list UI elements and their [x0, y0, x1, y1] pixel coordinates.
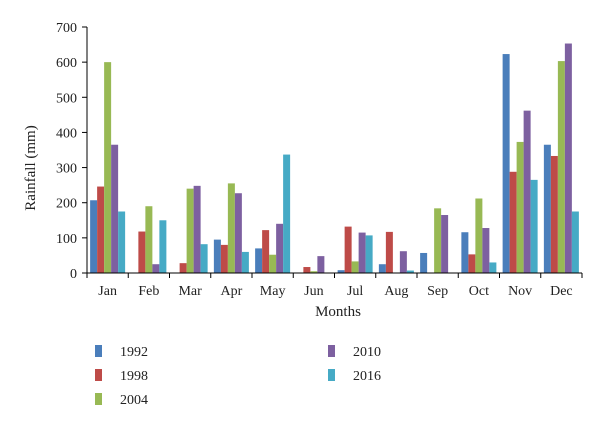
- bar-2010-Sep: [441, 215, 449, 273]
- bar-1992-Jul: [337, 270, 345, 273]
- bar-2010-May: [276, 223, 284, 273]
- y-axis-title: Rainfall (mm): [23, 125, 39, 210]
- bar-2010-Nov: [523, 110, 531, 273]
- bar-2010-Feb: [152, 264, 160, 273]
- bar-2010-Apr: [234, 193, 242, 273]
- x-tick-label: Sep: [427, 284, 448, 299]
- y-tick-label: 500: [56, 91, 77, 106]
- bar-2004-May: [269, 254, 277, 273]
- bar-2010-Jul: [358, 232, 366, 273]
- bar-2010-Jan: [111, 144, 119, 273]
- bar-1992-Sep: [420, 252, 428, 273]
- bar-1998-May: [262, 230, 270, 273]
- y-tick-label: 100: [56, 232, 77, 247]
- x-tick-label: Feb: [138, 284, 159, 299]
- bar-1998-Mar: [179, 263, 187, 273]
- y-tick-label: 300: [56, 162, 77, 177]
- bar-1992-Dec: [543, 144, 551, 273]
- bar-2004-Dec: [557, 61, 565, 274]
- bar-2010-Jun: [317, 256, 325, 273]
- bar-2004-Mar: [186, 188, 194, 273]
- legend-item-1992: 1992: [95, 345, 148, 360]
- bar-1998-Jun: [303, 267, 311, 273]
- bar-1998-Dec: [550, 155, 558, 273]
- bar-1992-May: [255, 248, 263, 273]
- bar-2004-Jan: [104, 62, 112, 274]
- legend-label: 2016: [353, 369, 381, 384]
- bar-2004-Apr: [227, 183, 235, 273]
- bar-1998-Nov: [509, 171, 517, 273]
- legend: 1992 1998 2004 2010 2016: [95, 345, 381, 408]
- bar-2016-Feb: [159, 220, 167, 273]
- legend-item-2004: 2004: [95, 393, 148, 408]
- y-tick-label: 400: [56, 126, 77, 141]
- bar-1998-Jul: [344, 226, 352, 273]
- legend-label: 2004: [120, 393, 148, 408]
- legend-item-2016: 2016: [328, 369, 381, 384]
- bar-1998-Aug: [385, 231, 393, 273]
- legend-label: 1998: [120, 369, 148, 384]
- bar-2004-Nov: [516, 141, 524, 273]
- bar-2016-Jul: [365, 235, 373, 273]
- x-tick-label: Mar: [178, 284, 202, 299]
- legend-label: 1992: [120, 345, 148, 360]
- y-tick-label: 700: [56, 21, 77, 36]
- legend-item-2010: 2010: [328, 345, 381, 360]
- bar-1992-Jan: [90, 200, 98, 273]
- bar-1998-Apr: [220, 244, 228, 273]
- bar-1992-Apr: [213, 239, 221, 273]
- bar-2016-Oct: [489, 262, 497, 273]
- x-tick-label: Jan: [98, 284, 117, 299]
- y-tick-label: 200: [56, 197, 77, 212]
- legend-swatch: [95, 369, 102, 381]
- bar-2010-Oct: [482, 228, 490, 273]
- bar-1992-Aug: [378, 264, 386, 273]
- bar-2004-Sep: [434, 208, 442, 273]
- bar-2016-Aug: [406, 270, 414, 273]
- x-tick-label: Dec: [550, 284, 573, 299]
- bar-2004-Jun: [310, 271, 318, 273]
- y-tick-label: 600: [56, 56, 77, 71]
- y-ticks: 0 100 200 300 400 500 600 700: [56, 21, 87, 282]
- x-tick-label: Aug: [384, 284, 408, 299]
- legend-label: 2010: [353, 345, 381, 360]
- legend-swatch: [328, 345, 335, 357]
- bar-1992-Nov: [502, 54, 510, 274]
- x-tick-label: May: [260, 284, 286, 299]
- bar-2004-Oct: [475, 198, 483, 273]
- bar-2010-Mar: [193, 185, 201, 273]
- bar-2004-Feb: [145, 206, 153, 273]
- legend-swatch: [95, 345, 102, 357]
- x-axis-title: Months: [315, 304, 361, 320]
- y-tick-label: 0: [70, 267, 77, 282]
- x-tick-label: Nov: [508, 284, 532, 299]
- bar-2016-Dec: [571, 211, 579, 273]
- x-tick-label: Apr: [220, 284, 242, 299]
- x-ticks: Jan Feb Mar Apr May Jun Jul Aug Sep Oct Nov Dec: [86, 273, 583, 299]
- bars-layer: [90, 43, 579, 274]
- bar-2004-Jul: [351, 261, 359, 273]
- bar-2016-Mar: [200, 244, 208, 273]
- bar-2016-Nov: [530, 179, 538, 273]
- bar-1998-Feb: [138, 231, 146, 273]
- bar-2016-Apr: [241, 251, 249, 273]
- bar-1998-Oct: [468, 254, 476, 273]
- legend-swatch: [328, 369, 335, 381]
- legend-swatch: [95, 393, 102, 405]
- bar-2016-Jan: [118, 211, 126, 273]
- bar-1992-Oct: [461, 232, 469, 273]
- legend-item-1998: 1998: [95, 369, 148, 384]
- x-tick-label: Oct: [469, 284, 489, 299]
- bar-2010-Aug: [399, 251, 407, 273]
- bar-2016-May: [283, 154, 291, 273]
- x-tick-label: Jul: [347, 284, 363, 299]
- x-tick-label: Jun: [304, 284, 323, 299]
- bar-1998-Jan: [97, 186, 105, 273]
- bar-2010-Dec: [564, 43, 572, 273]
